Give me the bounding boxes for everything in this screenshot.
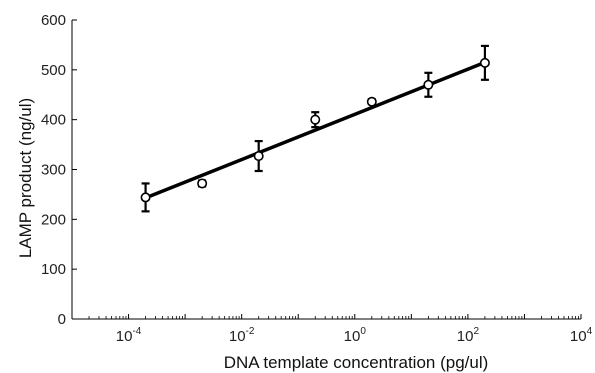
x-axis-label: DNA template concentration (pg/ul) xyxy=(224,353,489,372)
x-tick-label-exponent: 2 xyxy=(473,326,479,337)
y-tick-label: 400 xyxy=(41,112,66,129)
y-tick-label: 0 xyxy=(58,311,66,328)
x-tick-label-exponent: -4 xyxy=(132,326,141,337)
point-marker xyxy=(423,79,434,90)
data-point xyxy=(479,44,490,81)
point-marker xyxy=(366,96,377,107)
y-tick-label: 100 xyxy=(41,261,66,278)
fit-line xyxy=(144,60,486,200)
point-marker xyxy=(253,151,264,162)
x-tick-label-base: 10 xyxy=(344,328,361,345)
x-tick-label-exponent: 0 xyxy=(360,326,366,337)
y-tick-label: 600 xyxy=(41,12,66,29)
x-tick-label: 104 xyxy=(570,326,593,345)
axes xyxy=(71,20,581,320)
point-marker xyxy=(479,57,490,68)
x-tick-label-base: 10 xyxy=(570,328,587,345)
x-tick-label: 10-4 xyxy=(116,326,142,345)
x-tick-label: 100 xyxy=(344,326,367,345)
x-axis-ticks: 10-4 10-2 100 102 104 xyxy=(71,314,593,345)
data-point xyxy=(423,71,434,98)
data-points xyxy=(140,44,490,213)
y-axis-ticks: 0 100 200 300 400 500 600 xyxy=(41,12,77,328)
x-tick-label-base: 10 xyxy=(229,328,246,345)
point-marker xyxy=(140,192,151,203)
x-tick-label-base: 10 xyxy=(457,328,474,345)
point-marker xyxy=(310,114,321,125)
y-tick-label: 300 xyxy=(41,162,66,179)
data-point xyxy=(197,178,208,189)
x-tick-label-base: 10 xyxy=(116,328,133,345)
x-tick-label-exponent: 4 xyxy=(587,326,593,337)
y-axis-label: LAMP product (ng/ul) xyxy=(16,98,35,258)
y-tick-label: 500 xyxy=(41,62,66,79)
data-point xyxy=(253,139,264,173)
point-marker xyxy=(197,178,208,189)
y-tick-label: 200 xyxy=(41,211,66,228)
x-tick-label: 102 xyxy=(457,326,480,345)
x-tick-label-exponent: -2 xyxy=(246,326,255,337)
x-tick-label: 10-2 xyxy=(229,326,255,345)
fit-line-group xyxy=(144,60,486,200)
data-point xyxy=(140,182,151,213)
data-point xyxy=(310,111,321,129)
data-point xyxy=(366,96,377,107)
